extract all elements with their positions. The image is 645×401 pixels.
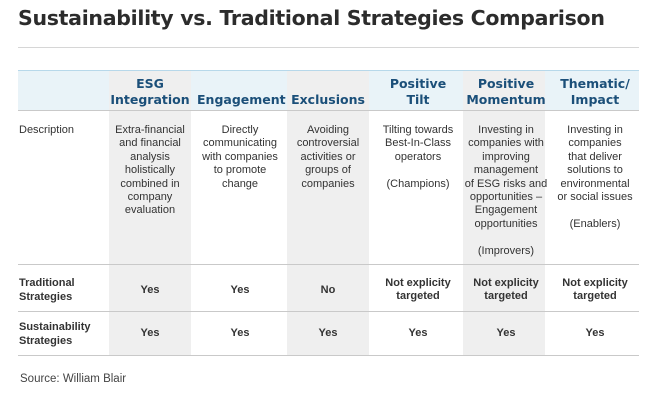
traditional-cell-exclusions: No xyxy=(320,284,336,296)
traditional-cell-thematic-impact: Not explicity targeted xyxy=(562,277,628,303)
source-note: Source: William Blair xyxy=(20,373,127,385)
column-shade-exclusions xyxy=(287,71,369,355)
column-header-positive-tilt: Positive Tilt xyxy=(389,76,447,107)
row-label-sustainability-strategies: Sustainability Strategies xyxy=(19,321,91,347)
description-cell-thematic-impact: Investing in companies that deliver solu… xyxy=(557,124,633,230)
description-cell-engagement: Directly communicating with companies to… xyxy=(202,124,278,190)
traditional-cell-esg-integration: Yes xyxy=(140,284,160,296)
traditional-cell-engagement: Yes xyxy=(230,284,250,296)
column-header-esg-integration: ESG Integration xyxy=(110,76,190,107)
row-divider-description xyxy=(18,264,639,265)
traditional-cell-positive-momentum: Not explicity targeted xyxy=(473,277,539,303)
column-header-engagement: Engagement xyxy=(197,92,286,107)
traditional-cell-positive-tilt: Not explicity targeted xyxy=(385,277,451,303)
sustainability-cell-thematic-impact: Yes xyxy=(585,327,605,339)
description-cell-positive-momentum: Investing in companies with improving ma… xyxy=(464,124,548,257)
sustainability-cell-esg-integration: Yes xyxy=(140,327,160,339)
description-cell-exclusions: Avoiding controversial activities or gro… xyxy=(296,124,360,190)
title-divider xyxy=(18,47,639,48)
header-divider xyxy=(18,110,639,111)
sustainability-cell-exclusions: Yes xyxy=(318,327,338,339)
column-shade-positive-momentum xyxy=(463,71,545,355)
column-header-thematic-impact: Thematic/Impact xyxy=(560,76,630,107)
description-cell-positive-tilt: Tilting towards Best-In-Class operators … xyxy=(382,124,454,190)
row-divider-traditional xyxy=(18,311,639,312)
sustainability-cell-positive-momentum: Yes xyxy=(496,327,516,339)
row-divider-sustainability xyxy=(18,355,639,356)
sustainability-cell-engagement: Yes xyxy=(230,327,250,339)
column-header-positive-momentum: Positive Momentum xyxy=(466,76,546,107)
row-label-traditional-strategies: Traditional Strategies xyxy=(19,277,75,303)
column-header-exclusions: Exclusions xyxy=(291,92,365,107)
row-label-description: Description xyxy=(19,124,75,136)
page-title: Sustainability vs. Traditional Strategie… xyxy=(18,6,605,30)
sustainability-cell-positive-tilt: Yes xyxy=(408,327,428,339)
description-cell-esg-integration: Extra-financial and financial analysis h… xyxy=(115,124,185,217)
column-shade-esg-integration xyxy=(109,71,191,355)
